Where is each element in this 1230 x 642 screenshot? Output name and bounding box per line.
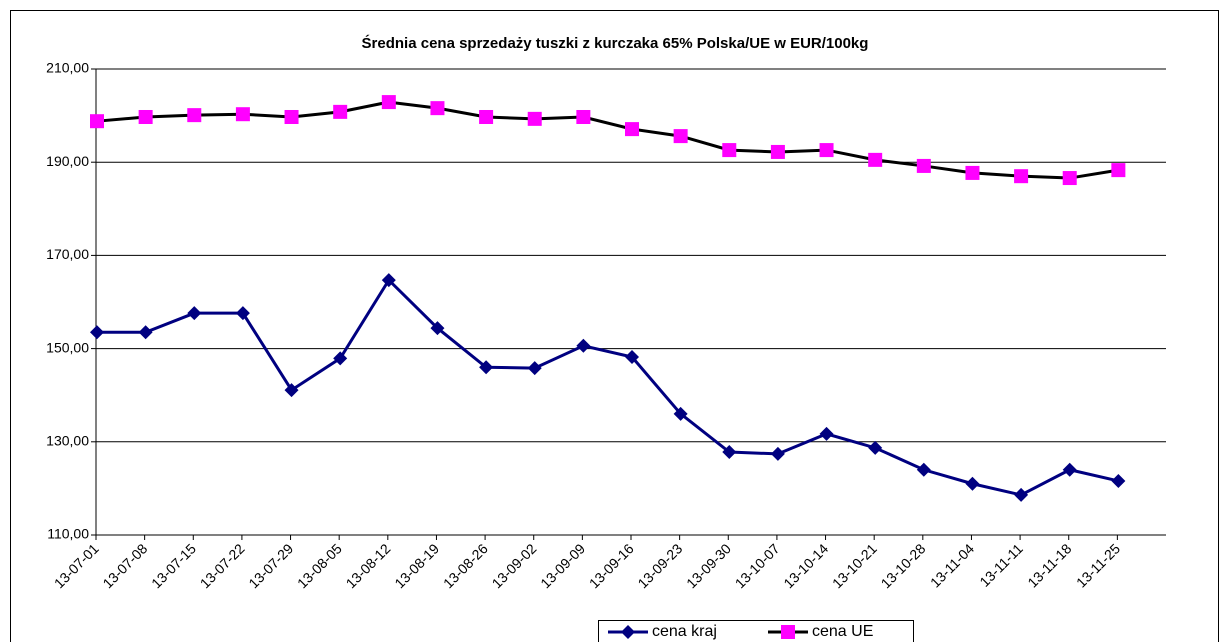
y-tick-label: 110,00 [47, 526, 89, 542]
marker [284, 383, 299, 398]
marker [625, 122, 639, 137]
marker [1062, 462, 1077, 477]
marker [138, 325, 153, 340]
marker [625, 349, 639, 364]
legend-marker [781, 625, 795, 639]
marker [819, 426, 834, 441]
marker [479, 109, 494, 124]
marker [138, 109, 153, 124]
marker [770, 446, 785, 461]
marker [673, 406, 688, 421]
marker [235, 107, 250, 122]
marker [868, 440, 883, 455]
marker [1062, 171, 1077, 186]
marker [1111, 473, 1126, 488]
legend-marker [621, 625, 635, 639]
marker [868, 152, 883, 167]
marker [722, 445, 737, 460]
marker [576, 109, 591, 124]
y-tick-label: 150,00 [46, 339, 89, 355]
marker [916, 462, 931, 477]
marker [333, 104, 348, 119]
marker [965, 476, 980, 491]
marker [527, 361, 542, 376]
marker [235, 306, 250, 321]
marker [770, 144, 785, 159]
marker [673, 129, 688, 144]
marker [916, 158, 931, 173]
marker [576, 338, 591, 353]
legend-label: cena UE [812, 623, 873, 640]
marker [187, 306, 202, 321]
legend-label: cena kraj [652, 623, 717, 640]
chart-title: Średnia cena sprzedaży tuszki z kurczaka… [362, 34, 869, 52]
marker [333, 351, 348, 366]
marker [479, 360, 494, 375]
y-tick-label: 210,00 [46, 60, 89, 76]
y-tick-label: 190,00 [46, 153, 89, 169]
marker [1014, 169, 1029, 184]
marker [819, 143, 834, 158]
marker [284, 109, 299, 124]
marker [90, 325, 104, 340]
marker [430, 321, 445, 336]
legend-box [598, 620, 914, 642]
marker [1111, 163, 1126, 178]
series-line [96, 100, 1119, 180]
marker [527, 111, 542, 126]
y-tick-label: 130,00 [46, 433, 89, 449]
marker [381, 95, 396, 110]
marker [965, 165, 980, 180]
marker [1014, 487, 1029, 502]
y-tick-label: 170,00 [46, 246, 89, 262]
marker [430, 101, 445, 116]
marker [722, 143, 737, 158]
series-line [97, 277, 1119, 497]
marker [187, 108, 202, 123]
marker [381, 273, 396, 288]
marker [90, 114, 104, 129]
